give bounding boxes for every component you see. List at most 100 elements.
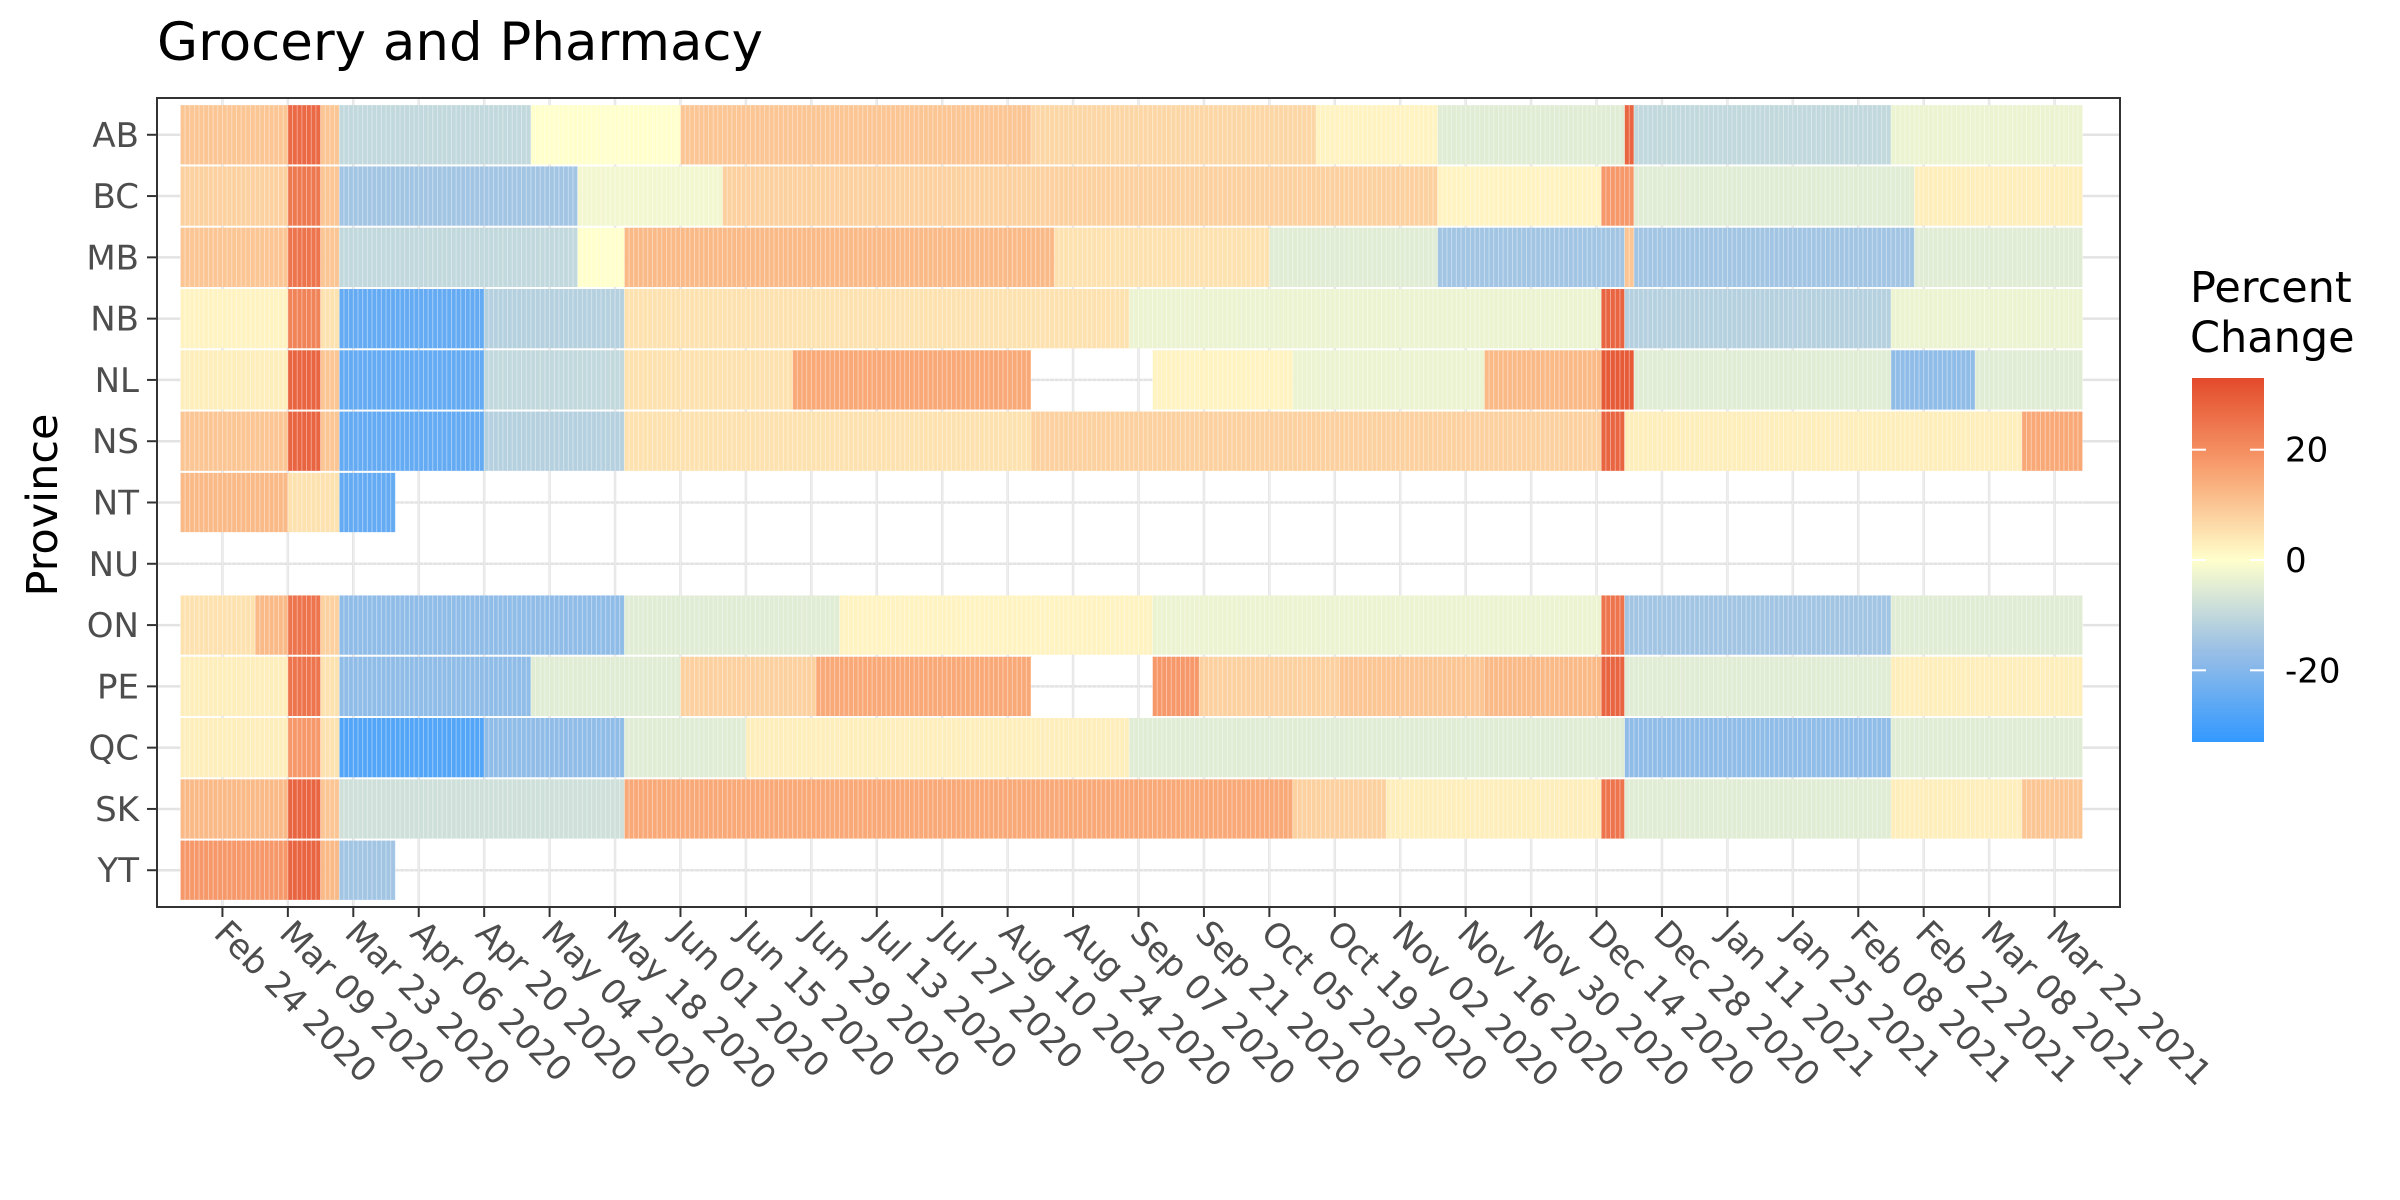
legend: Percent Change 20 0 -20 bbox=[2190, 263, 2355, 742]
tile-nl bbox=[287, 350, 321, 410]
y-tick-label: YT bbox=[96, 851, 139, 891]
tile-pe bbox=[1890, 656, 2083, 717]
tile-on bbox=[180, 595, 256, 655]
tile-yt bbox=[320, 840, 340, 900]
legend-tick-label: 0 bbox=[2285, 541, 2307, 581]
y-tick-label: NB bbox=[90, 300, 139, 340]
tile-qc bbox=[1129, 718, 1625, 778]
y-tick-label: NU bbox=[89, 545, 139, 585]
tile-on bbox=[287, 595, 321, 655]
tile-qc bbox=[320, 718, 340, 778]
tile-mb bbox=[1269, 227, 1438, 287]
tile-pe bbox=[1152, 656, 1200, 717]
tile-nl bbox=[1292, 350, 1485, 410]
tile-ab bbox=[1316, 105, 1438, 165]
tile-ns bbox=[320, 411, 340, 471]
y-tick-label: PE bbox=[97, 667, 139, 707]
tile-ab bbox=[180, 105, 288, 165]
tile-qc bbox=[180, 718, 288, 778]
tile-nb bbox=[624, 288, 1130, 349]
tile-qc bbox=[339, 718, 485, 778]
tile-pe bbox=[180, 656, 288, 717]
tile-sk bbox=[1601, 779, 1625, 839]
tile-mb bbox=[1054, 227, 1270, 287]
tile-nl bbox=[1633, 350, 1891, 410]
tile-nb bbox=[180, 288, 288, 349]
tile-mb bbox=[339, 227, 578, 287]
tile-pe bbox=[287, 656, 321, 717]
tile-ab bbox=[287, 105, 321, 165]
tile-nb bbox=[339, 288, 485, 349]
tile-sk bbox=[287, 779, 321, 839]
tile-ns bbox=[1624, 411, 2022, 471]
tile-mb bbox=[1914, 227, 2083, 287]
tile-bc bbox=[577, 166, 723, 226]
tile-ns bbox=[1601, 411, 1625, 471]
tile-on bbox=[1601, 595, 1625, 655]
tile-nl bbox=[1975, 350, 2083, 410]
tile-nl bbox=[484, 350, 625, 410]
tile-nl bbox=[792, 350, 1032, 410]
chart-title: Grocery and Pharmacy bbox=[157, 12, 763, 73]
tile-on bbox=[320, 595, 340, 655]
y-tick-label: SK bbox=[95, 790, 141, 830]
tile-bc bbox=[287, 166, 321, 226]
tile-on bbox=[339, 595, 625, 655]
tile-nl bbox=[1890, 350, 1976, 410]
tile-mb bbox=[1633, 227, 1915, 287]
tile-ab bbox=[1624, 105, 1634, 165]
tile-ab bbox=[1031, 105, 1317, 165]
legend-title-line-1: Percent bbox=[2190, 263, 2352, 313]
tile-mb bbox=[180, 227, 288, 287]
tile-on bbox=[1624, 595, 1891, 655]
tile-pe bbox=[1484, 656, 1602, 717]
legend-title-line-2: Change bbox=[2190, 313, 2355, 363]
tile-pe bbox=[1339, 656, 1485, 717]
tile-nb bbox=[1129, 288, 1602, 349]
tile-ns bbox=[180, 411, 288, 471]
tile-ns bbox=[484, 411, 625, 471]
tile-bc bbox=[1633, 166, 1915, 226]
tile-nt bbox=[287, 472, 340, 533]
tile-mb bbox=[1624, 227, 1634, 287]
tile-bc bbox=[1601, 166, 1634, 226]
tile-nl bbox=[1484, 350, 1602, 410]
y-tick-label: QC bbox=[88, 729, 139, 769]
tile-sk bbox=[1292, 779, 1387, 839]
tile-ab bbox=[1890, 105, 2083, 165]
tile-qc bbox=[287, 718, 321, 778]
tile-qc bbox=[484, 718, 625, 778]
tile-mb bbox=[1437, 227, 1625, 287]
y-tick-label: NS bbox=[92, 422, 139, 462]
y-axis-label: Province bbox=[18, 414, 68, 597]
tile-bc bbox=[320, 166, 340, 226]
tile-nl bbox=[180, 350, 288, 410]
tile-bc bbox=[180, 166, 288, 226]
tile-pe bbox=[1601, 656, 1625, 717]
tile-pe bbox=[320, 656, 340, 717]
tile-nb bbox=[484, 288, 625, 349]
tile-ns bbox=[339, 411, 485, 471]
tile-on bbox=[624, 595, 840, 655]
legend-tick-label: 20 bbox=[2285, 431, 2328, 471]
tile-nb bbox=[287, 288, 321, 349]
tile-ab bbox=[339, 105, 531, 165]
tile-ab bbox=[320, 105, 340, 165]
tile-pe bbox=[530, 656, 681, 717]
tile-on bbox=[839, 595, 1153, 655]
tile-ns bbox=[287, 411, 321, 471]
tile-mb bbox=[624, 227, 1055, 287]
tile-sk bbox=[2021, 779, 2083, 839]
tile-pe bbox=[680, 656, 817, 717]
tile-sk bbox=[1890, 779, 2022, 839]
tile-qc bbox=[624, 718, 746, 778]
tile-pe bbox=[1199, 656, 1340, 717]
tile-nb bbox=[1890, 288, 2083, 349]
tile-ns bbox=[1031, 411, 1602, 471]
tile-sk bbox=[1386, 779, 1602, 839]
tile-ns bbox=[624, 411, 1032, 471]
tile-ns bbox=[2021, 411, 2083, 471]
tile-ab bbox=[1437, 105, 1625, 165]
tile-on bbox=[1152, 595, 1602, 655]
tile-mb bbox=[577, 227, 625, 287]
